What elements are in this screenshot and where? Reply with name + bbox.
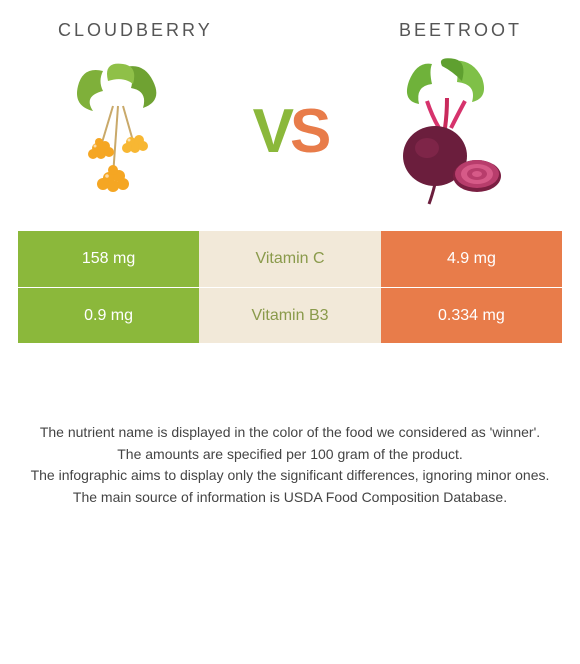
notes: The nutrient name is displayed in the co…: [18, 423, 562, 507]
nutrient-label: Vitamin B3: [199, 288, 381, 343]
title-left: Cloudberry: [58, 20, 213, 41]
value-left: 0.9 mg: [18, 288, 199, 343]
note-line: The amounts are specified per 100 gram o…: [28, 445, 552, 465]
nutrient-row: 158 mg Vitamin C 4.9 mg: [18, 231, 562, 287]
images-row: VS: [18, 51, 562, 211]
value-right: 0.334 mg: [381, 288, 562, 343]
note-line: The nutrient name is displayed in the co…: [28, 423, 552, 443]
vs-s: S: [290, 97, 327, 166]
note-line: The infographic aims to display only the…: [28, 466, 552, 486]
nutrient-table: 158 mg Vitamin C 4.9 mg 0.9 mg Vitamin B…: [18, 231, 562, 343]
cloudberry-image: [48, 51, 208, 211]
header: Cloudberry Beetroot: [18, 20, 562, 41]
value-right: 4.9 mg: [381, 231, 562, 287]
nutrient-label: Vitamin C: [199, 231, 381, 287]
beetroot-image: [372, 51, 532, 211]
vs-v: V: [253, 97, 290, 166]
nutrient-row: 0.9 mg Vitamin B3 0.334 mg: [18, 287, 562, 343]
note-line: The main source of information is USDA F…: [28, 488, 552, 508]
vs-label: VS: [253, 96, 328, 167]
title-right: Beetroot: [399, 20, 522, 41]
value-left: 158 mg: [18, 231, 199, 287]
